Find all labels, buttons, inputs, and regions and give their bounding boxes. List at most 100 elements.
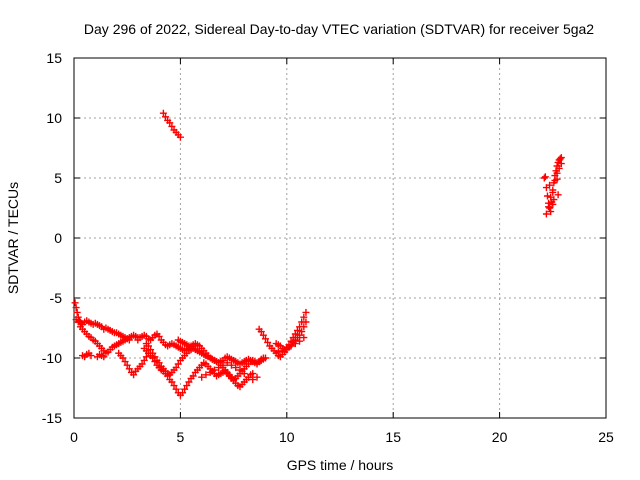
y-tick-label: -5 xyxy=(50,290,63,306)
data-point xyxy=(185,378,193,386)
data-point xyxy=(130,371,138,379)
data-point xyxy=(147,346,155,354)
data-point xyxy=(73,308,81,316)
x-tick-label: 25 xyxy=(598,429,614,445)
data-point xyxy=(123,361,131,369)
data-point xyxy=(232,364,240,372)
data-point xyxy=(543,192,551,200)
x-axis-label: GPS time / hours xyxy=(287,457,394,473)
x-tick-label: 10 xyxy=(279,429,295,445)
data-point xyxy=(549,200,557,208)
data-point xyxy=(546,181,554,189)
data-point xyxy=(300,334,308,342)
data-point xyxy=(253,373,261,381)
data-point xyxy=(296,337,304,345)
data-point xyxy=(155,359,163,367)
data-point xyxy=(540,174,548,182)
data-point xyxy=(298,318,306,326)
data-point xyxy=(555,164,563,172)
y-axis-label: SDTVAR / TECUs xyxy=(5,182,21,294)
data-point xyxy=(138,360,146,368)
data-point xyxy=(279,347,287,355)
data-point xyxy=(198,373,206,381)
data-point xyxy=(553,169,561,177)
data-point xyxy=(289,334,297,342)
data-point xyxy=(71,299,79,307)
data-point xyxy=(125,365,133,373)
data-point xyxy=(227,361,235,369)
data-point xyxy=(240,370,248,378)
data-point xyxy=(215,364,223,372)
grid-lines xyxy=(74,58,606,418)
data-point xyxy=(556,155,564,163)
x-tick-label: 20 xyxy=(492,429,508,445)
data-point xyxy=(291,340,299,348)
data-point xyxy=(172,364,180,372)
data-point xyxy=(545,203,553,211)
x-tick-label: 5 xyxy=(177,429,185,445)
data-point xyxy=(176,133,184,141)
data-point xyxy=(244,373,252,381)
data-point xyxy=(293,326,301,334)
data-point xyxy=(249,370,257,378)
data-point xyxy=(206,368,214,376)
data-point xyxy=(168,378,176,386)
data-point xyxy=(259,331,267,339)
data-point xyxy=(87,352,95,360)
data-point xyxy=(542,210,550,218)
data-point xyxy=(119,354,127,362)
data-point xyxy=(74,318,82,326)
data-point xyxy=(151,353,159,361)
data-point xyxy=(296,323,304,331)
data-point xyxy=(287,342,295,350)
data-point xyxy=(262,354,270,362)
data-point xyxy=(166,119,174,127)
y-tick-label: -15 xyxy=(42,410,62,426)
y-tick-label: 5 xyxy=(54,170,62,186)
data-point xyxy=(210,366,218,374)
data-point xyxy=(189,372,197,380)
data-point xyxy=(155,332,163,340)
y-tick-label: 10 xyxy=(46,110,62,126)
data-point xyxy=(179,389,187,397)
data-point xyxy=(236,366,244,374)
data-point xyxy=(298,328,306,336)
data-point xyxy=(142,353,150,361)
data-point xyxy=(144,342,152,350)
data-point xyxy=(183,382,191,390)
data-point xyxy=(162,113,170,121)
y-tick-label: 0 xyxy=(54,230,62,246)
data-point xyxy=(174,360,182,368)
data-point xyxy=(172,385,180,393)
data-point xyxy=(262,335,270,343)
data-point xyxy=(274,348,282,356)
data-point xyxy=(140,356,148,364)
data-point xyxy=(202,371,210,379)
x-tick-label: 15 xyxy=(385,429,401,445)
data-point xyxy=(554,191,562,199)
x-tick-labels: 0 5 10 15 20 25 xyxy=(70,429,614,445)
y-tick-labels: -15 -10 -5 0 5 10 15 xyxy=(42,50,62,426)
data-point xyxy=(223,359,231,367)
y-tick-label: -10 xyxy=(42,350,62,366)
data-point xyxy=(546,204,554,212)
data-point xyxy=(547,208,555,216)
data-point xyxy=(283,344,291,352)
data-point xyxy=(300,313,308,321)
data-point xyxy=(159,109,167,117)
data-point xyxy=(557,160,565,168)
data-point xyxy=(249,376,257,384)
axis-ticks xyxy=(73,57,607,419)
data-point xyxy=(291,330,299,338)
data-point xyxy=(302,308,310,316)
data-point xyxy=(549,186,557,194)
data-point xyxy=(170,382,178,390)
data-point xyxy=(296,331,304,339)
data-point xyxy=(72,304,80,312)
x-tick-label: 0 xyxy=(70,429,78,445)
data-point xyxy=(557,154,565,162)
data-point xyxy=(149,349,157,357)
data-point xyxy=(121,358,129,366)
data-point xyxy=(100,353,108,361)
